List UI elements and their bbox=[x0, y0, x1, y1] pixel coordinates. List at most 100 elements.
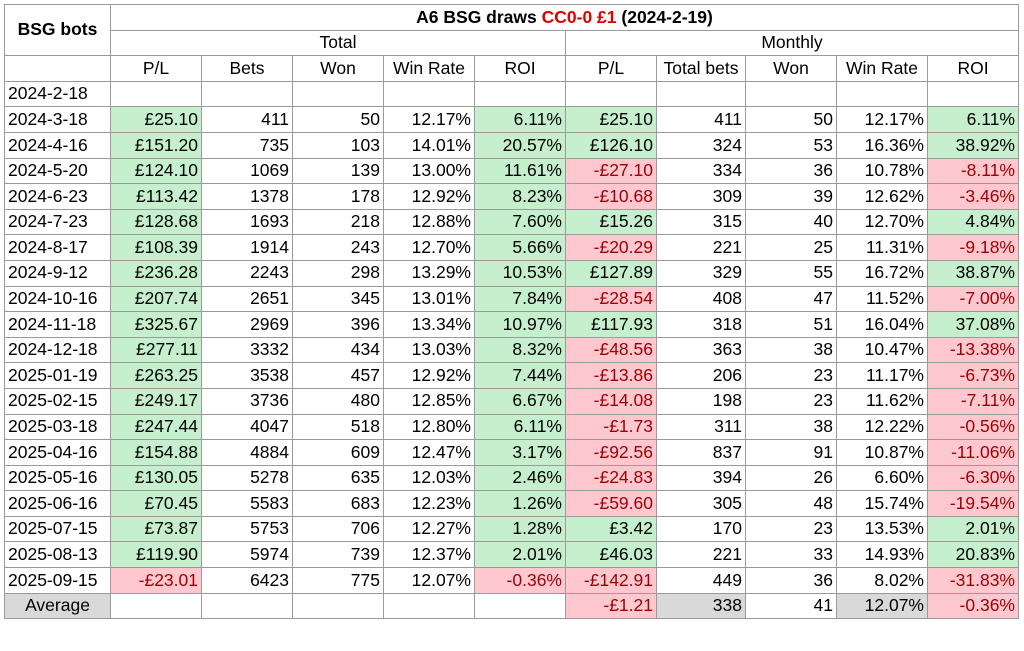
monthly-roi-cell[interactable]: 38.92% bbox=[927, 131, 1019, 159]
total-pl-cell[interactable]: £249.17 bbox=[110, 387, 202, 415]
total-roi-cell[interactable] bbox=[474, 80, 566, 108]
total-win-rate-cell[interactable]: 12.92% bbox=[383, 183, 475, 210]
total-win-rate-cell[interactable]: 12.70% bbox=[383, 234, 475, 261]
monthly-win-rate-cell[interactable]: 16.36% bbox=[836, 131, 928, 159]
total-win-rate-cell[interactable]: 12.80% bbox=[383, 413, 475, 441]
total-won-cell[interactable]: 635 bbox=[292, 464, 384, 492]
corner-label[interactable]: BSG bots bbox=[4, 3, 111, 57]
monthly-roi-cell[interactable] bbox=[927, 80, 1019, 108]
total-bets-cell[interactable]: 4047 bbox=[201, 413, 293, 441]
monthly-won-cell[interactable]: 36 bbox=[745, 157, 837, 185]
total-won-cell[interactable]: 706 bbox=[292, 515, 384, 543]
date-cell[interactable]: 2025-02-15 bbox=[4, 387, 111, 415]
monthly-roi-cell[interactable]: -8.11% bbox=[927, 157, 1019, 185]
monthly-roi-cell[interactable]: -19.54% bbox=[927, 490, 1019, 517]
total-roi-cell[interactable]: 7.60% bbox=[474, 208, 566, 236]
monthly-roi-cell[interactable]: -7.00% bbox=[927, 285, 1019, 313]
total-bets-cell[interactable]: 1693 bbox=[201, 208, 293, 236]
date-cell[interactable]: 2024-11-18 bbox=[4, 311, 111, 338]
monthly-won-cell[interactable]: 38 bbox=[745, 413, 837, 441]
total-roi-cell[interactable]: 7.44% bbox=[474, 362, 566, 389]
monthly-win-rate-cell[interactable]: 10.87% bbox=[836, 439, 928, 466]
empty-cell[interactable] bbox=[201, 592, 293, 620]
total-roi-cell[interactable]: 11.61% bbox=[474, 157, 566, 185]
monthly-pl-cell[interactable]: £126.10 bbox=[565, 131, 657, 159]
monthly-win-rate-cell[interactable]: 10.78% bbox=[836, 157, 928, 185]
column-header[interactable]: P/L bbox=[565, 55, 657, 82]
average-monthly-win-rate-cell[interactable]: 12.07% bbox=[836, 592, 928, 620]
monthly-win-rate-cell[interactable]: 14.93% bbox=[836, 541, 928, 569]
monthly-roi-cell[interactable]: -13.38% bbox=[927, 336, 1019, 364]
monthly-roi-cell[interactable]: -7.11% bbox=[927, 387, 1019, 415]
total-pl-cell[interactable]: £325.67 bbox=[110, 311, 202, 338]
monthly-bets-cell[interactable]: 837 bbox=[656, 439, 746, 466]
column-header[interactable]: ROI bbox=[927, 55, 1019, 82]
monthly-win-rate-cell[interactable]: 12.17% bbox=[836, 106, 928, 133]
monthly-bets-cell[interactable]: 394 bbox=[656, 464, 746, 492]
monthly-bets-cell[interactable]: 198 bbox=[656, 387, 746, 415]
monthly-win-rate-cell[interactable]: 12.70% bbox=[836, 208, 928, 236]
monthly-win-rate-cell[interactable]: 8.02% bbox=[836, 567, 928, 594]
monthly-won-cell[interactable]: 51 bbox=[745, 311, 837, 338]
total-won-cell[interactable]: 434 bbox=[292, 336, 384, 364]
monthly-pl-cell[interactable]: -£27.10 bbox=[565, 157, 657, 185]
total-win-rate-cell[interactable]: 12.37% bbox=[383, 541, 475, 569]
monthly-bets-cell[interactable]: 206 bbox=[656, 362, 746, 389]
total-win-rate-cell[interactable]: 14.01% bbox=[383, 131, 475, 159]
total-win-rate-cell[interactable]: 12.92% bbox=[383, 362, 475, 389]
total-pl-cell[interactable]: £108.39 bbox=[110, 234, 202, 261]
total-roi-cell[interactable]: 1.26% bbox=[474, 490, 566, 517]
monthly-roi-cell[interactable]: -0.56% bbox=[927, 413, 1019, 441]
total-roi-cell[interactable]: 3.17% bbox=[474, 439, 566, 466]
total-win-rate-cell[interactable]: 12.07% bbox=[383, 567, 475, 594]
column-header[interactable]: Bets bbox=[201, 55, 293, 82]
monthly-roi-cell[interactable]: -9.18% bbox=[927, 234, 1019, 261]
total-won-cell[interactable]: 739 bbox=[292, 541, 384, 569]
total-pl-cell[interactable]: £151.20 bbox=[110, 131, 202, 159]
total-win-rate-cell[interactable]: 12.27% bbox=[383, 515, 475, 543]
monthly-pl-cell[interactable]: £46.03 bbox=[565, 541, 657, 569]
total-pl-cell[interactable]: £130.05 bbox=[110, 464, 202, 492]
monthly-roi-cell[interactable]: 20.83% bbox=[927, 541, 1019, 569]
total-won-cell[interactable]: 457 bbox=[292, 362, 384, 389]
monthly-bets-cell[interactable]: 411 bbox=[656, 106, 746, 133]
monthly-win-rate-cell[interactable]: 11.62% bbox=[836, 387, 928, 415]
monthly-pl-cell[interactable]: -£92.56 bbox=[565, 439, 657, 466]
total-roi-cell[interactable]: -0.36% bbox=[474, 567, 566, 594]
group-total[interactable]: Total bbox=[110, 29, 566, 57]
column-header[interactable]: Win Rate bbox=[836, 55, 928, 82]
total-pl-cell[interactable]: £124.10 bbox=[110, 157, 202, 185]
total-win-rate-cell[interactable]: 12.17% bbox=[383, 106, 475, 133]
column-header[interactable]: Total bets bbox=[656, 55, 746, 82]
total-won-cell[interactable]: 396 bbox=[292, 311, 384, 338]
monthly-pl-cell[interactable]: £25.10 bbox=[565, 106, 657, 133]
monthly-bets-cell[interactable]: 334 bbox=[656, 157, 746, 185]
monthly-win-rate-cell[interactable]: 15.74% bbox=[836, 490, 928, 517]
total-roi-cell[interactable]: 2.46% bbox=[474, 464, 566, 492]
date-cell[interactable]: 2025-07-15 bbox=[4, 515, 111, 543]
date-cell[interactable]: 2025-01-19 bbox=[4, 362, 111, 389]
group-monthly[interactable]: Monthly bbox=[565, 29, 1019, 57]
monthly-bets-cell[interactable]: 315 bbox=[656, 208, 746, 236]
date-cell[interactable]: 2024-6-23 bbox=[4, 183, 111, 210]
total-won-cell[interactable]: 609 bbox=[292, 439, 384, 466]
empty-cell[interactable] bbox=[383, 592, 475, 620]
total-bets-cell[interactable]: 735 bbox=[201, 131, 293, 159]
monthly-pl-cell[interactable]: -£14.08 bbox=[565, 387, 657, 415]
date-cell[interactable]: 2024-2-18 bbox=[4, 80, 111, 108]
total-bets-cell[interactable]: 4884 bbox=[201, 439, 293, 466]
monthly-pl-cell[interactable] bbox=[565, 80, 657, 108]
monthly-win-rate-cell[interactable]: 11.17% bbox=[836, 362, 928, 389]
total-pl-cell[interactable]: £128.68 bbox=[110, 208, 202, 236]
monthly-roi-cell[interactable]: 38.87% bbox=[927, 259, 1019, 287]
date-cell[interactable]: 2024-7-23 bbox=[4, 208, 111, 236]
date-cell[interactable]: 2025-04-16 bbox=[4, 439, 111, 466]
total-pl-cell[interactable]: £263.25 bbox=[110, 362, 202, 389]
total-pl-cell[interactable]: £70.45 bbox=[110, 490, 202, 517]
column-header[interactable]: Win Rate bbox=[383, 55, 475, 82]
date-cell[interactable]: 2024-9-12 bbox=[4, 259, 111, 287]
monthly-bets-cell[interactable]: 318 bbox=[656, 311, 746, 338]
total-bets-cell[interactable]: 5753 bbox=[201, 515, 293, 543]
monthly-won-cell[interactable] bbox=[745, 80, 837, 108]
total-bets-cell[interactable]: 3736 bbox=[201, 387, 293, 415]
